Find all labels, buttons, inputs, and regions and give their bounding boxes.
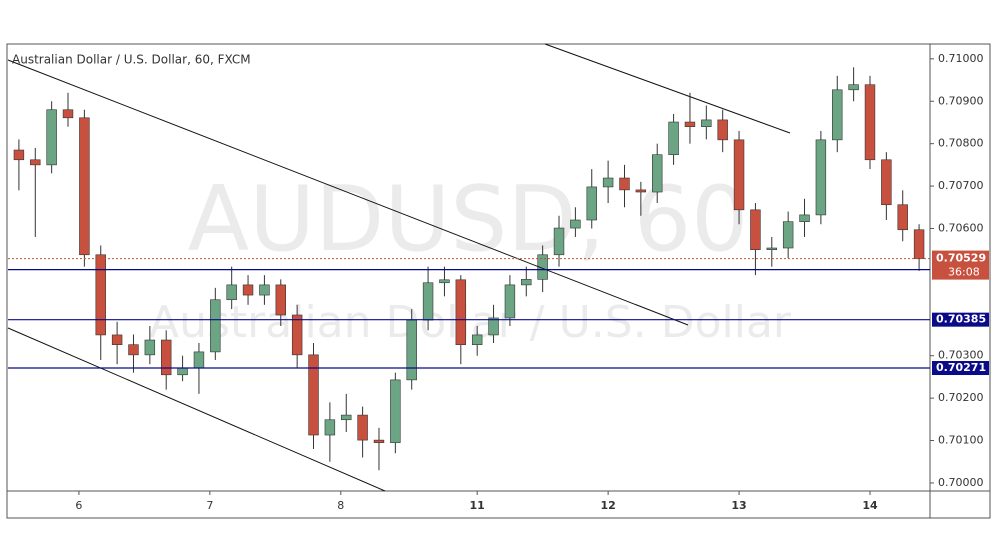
candle-body: [815, 139, 827, 216]
x-tick-label: 7: [206, 499, 213, 512]
candle-body: [210, 299, 221, 353]
x-tick-label: 13: [731, 499, 746, 512]
candle-body: [422, 282, 434, 321]
trend-line: [7, 327, 386, 492]
last-price-label: 0.70529: [936, 252, 986, 265]
candle-body: [684, 121, 696, 127]
x-tick-label: 11: [470, 499, 485, 512]
candle-body: [652, 154, 663, 193]
candle-body: [553, 227, 565, 256]
candle-body: [357, 414, 368, 441]
candle-body: [733, 139, 745, 211]
x-tick-label: 14: [862, 499, 878, 512]
candle-body: [406, 319, 417, 381]
candle-body: [128, 344, 139, 356]
candle-body: [46, 109, 57, 166]
y-tick-label: 0.71000: [938, 52, 984, 65]
candle-body: [373, 439, 385, 443]
candle-body: [95, 254, 106, 336]
candle-body: [701, 119, 712, 127]
chart-title: Australian Dollar / U.S. Dollar, 60, FXC…: [12, 53, 251, 67]
watermark: AUDUSD, 60: [188, 167, 749, 272]
candle-body: [504, 284, 516, 319]
candle-body: [471, 334, 483, 345]
candle-body: [570, 219, 581, 229]
candle-body: [439, 279, 450, 284]
y-tick-label: 0.70200: [938, 391, 984, 404]
candle-body: [864, 84, 876, 161]
candle-body: [717, 119, 728, 141]
candle-body: [291, 314, 303, 356]
candle-body: [308, 354, 319, 436]
candle-body: [62, 109, 74, 119]
y-tick-label: 0.70700: [938, 179, 984, 192]
candle-body: [226, 284, 237, 301]
candle-body: [193, 351, 205, 369]
y-tick-label: 0.70900: [938, 94, 984, 107]
candle-body: [390, 379, 401, 443]
x-tick-label: 8: [337, 499, 344, 512]
candle-body: [799, 214, 810, 222]
candle-body: [750, 209, 761, 250]
trend-line: [544, 43, 791, 134]
candle-body: [668, 121, 679, 155]
candle-body: [782, 221, 794, 249]
level-tag: [932, 312, 989, 327]
last-price-tag: [932, 250, 989, 280]
level-label: 0.70385: [936, 313, 986, 326]
candle-body: [848, 84, 859, 91]
candle-body: [521, 279, 532, 286]
level-tag: [932, 361, 989, 376]
candle-body: [455, 279, 467, 345]
watermark-subtitle: Australian Dollar / U.S. Dollar: [149, 297, 792, 348]
candle-body: [832, 89, 843, 141]
y-tick-label: 0.70000: [938, 476, 984, 489]
x-tick-label: 12: [600, 499, 615, 512]
candle-body: [881, 159, 892, 206]
y-tick-label: 0.70600: [938, 221, 984, 234]
candle-body: [177, 367, 188, 376]
candle-body: [324, 419, 336, 436]
candle-body: [161, 339, 172, 376]
plot: [13, 67, 925, 471]
trend-line: [7, 59, 689, 326]
y-tick-label: 0.70300: [938, 349, 984, 362]
countdown: 36:08: [948, 266, 980, 279]
candle-body: [30, 159, 41, 166]
candle-body: [586, 186, 597, 221]
candle-body: [602, 177, 614, 188]
candle-body: [913, 229, 925, 259]
y-tick-label: 0.70100: [938, 434, 984, 447]
candle-body: [635, 189, 647, 193]
candle-body: [766, 247, 777, 250]
candle-body: [619, 177, 630, 191]
candle-body: [341, 414, 352, 421]
candle-body: [79, 117, 90, 256]
candle-body: [111, 334, 123, 345]
candle-body: [144, 339, 156, 356]
x-tick-label: 6: [75, 499, 82, 512]
candle-body: [13, 149, 25, 161]
level-label: 0.70271: [936, 361, 986, 374]
y-tick-label: 0.70800: [938, 137, 984, 150]
candle-body: [488, 317, 499, 336]
candle-body: [537, 254, 548, 280]
chart-frame: [6, 43, 991, 519]
candle-body: [897, 204, 908, 231]
candle-body: [259, 284, 270, 296]
candle-body: [275, 284, 286, 316]
candle-body: [242, 284, 254, 296]
